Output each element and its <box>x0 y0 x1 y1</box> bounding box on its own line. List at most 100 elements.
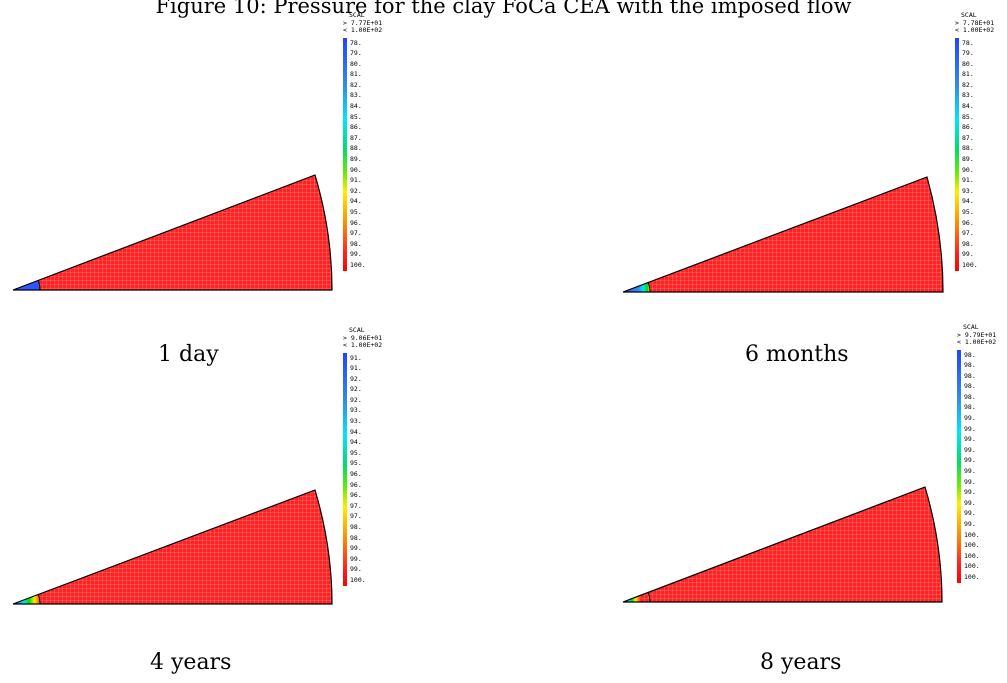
legend-tick: 94. <box>350 427 362 436</box>
legend-tick: 92. <box>350 374 362 383</box>
legend-colorbar <box>955 37 959 271</box>
legend-tick: 100. <box>350 260 366 269</box>
legend-tick: 90. <box>962 165 974 174</box>
legend-tick: 96. <box>350 218 362 227</box>
color-legend: SCAL > 9.79E+01 < 1.00E+02 98. 98. 98. 9… <box>957 323 997 585</box>
legend-tick: 94. <box>962 197 974 206</box>
legend-tick: 84. <box>350 102 362 111</box>
legend-tick: 96. <box>350 480 362 489</box>
legend-tick: 88. <box>962 144 974 153</box>
legend-tick: 91. <box>350 176 362 185</box>
legend-tick: 98. <box>350 239 362 248</box>
legend-title: SCAL <box>963 323 979 331</box>
legend-tick: 80. <box>962 59 974 68</box>
legend-tick: 86. <box>350 123 362 132</box>
legend-min: < 1.00E+02 <box>955 26 995 34</box>
legend-tick: 99. <box>962 250 974 259</box>
legend-tick: 84. <box>962 102 974 111</box>
legend-ticks: 98. 98. 98. 98. 98. 98. 99. 99. 99. 99. … <box>964 350 980 583</box>
legend-tick: 98. <box>964 350 976 359</box>
legend-tick: 99. <box>964 445 976 454</box>
legend-min: < 1.00E+02 <box>957 338 997 346</box>
legend-tick: 81. <box>350 70 362 79</box>
legend-tick: 89. <box>350 155 362 164</box>
legend-tick: 98. <box>964 392 976 401</box>
legend-tick: 99. <box>964 520 976 528</box>
legend-tick: 97. <box>962 229 974 238</box>
legend-min: < 1.00E+02 <box>343 341 383 349</box>
legend-tick: 94. <box>350 438 362 447</box>
color-legend: SCAL > 9.06E+01 < 1.00E+02 91. 91. 92. 9… <box>343 326 383 588</box>
legend-tick: 96. <box>350 470 362 479</box>
panel-label-1-day: 1 day <box>158 342 219 367</box>
legend-tick: 99. <box>350 565 362 574</box>
legend-tick: 95. <box>350 208 362 216</box>
legend-tick: 82. <box>962 80 974 89</box>
legend-tick: 85. <box>350 112 362 121</box>
legend-title: SCAL <box>349 326 365 334</box>
legend-ticks: 78. 79. 80. 81. 82. 83. 84. 85. 86. 87. … <box>350 38 366 271</box>
legend-tick: 98. <box>350 533 362 542</box>
legend-tick: 86. <box>962 123 974 132</box>
legend-tick: 79. <box>962 49 974 58</box>
wedge-mesh <box>13 175 332 290</box>
wedge-plot <box>622 486 943 603</box>
wedge-outline <box>622 176 944 293</box>
legend-tick: 99. <box>964 498 976 507</box>
legend-tick: 91. <box>350 364 362 373</box>
legend-tick: 96. <box>962 218 974 227</box>
legend-colorbar <box>343 37 347 271</box>
panel-6-months: SCAL > 7.78E+01 < 1.00E+02 78. 79. 80. 8… <box>620 11 1007 340</box>
color-legend: SCAL > 7.78E+01 < 1.00E+02 78. 79. 80. 8… <box>955 11 995 273</box>
legend-tick: 95. <box>962 208 974 216</box>
legend-tick: 97. <box>350 229 362 238</box>
legend-tick: 87. <box>350 133 362 142</box>
legend-ticks: 91. 91. 92. 92. 92. 93. 93. 94. 94. 95. … <box>350 353 366 586</box>
figure-caption: Figure 10: Pressure for the clay FoCa CE… <box>155 0 852 18</box>
legend-tick: 88. <box>350 144 362 153</box>
wedge-mesh <box>13 490 332 604</box>
legend-tick: 95. <box>350 459 362 468</box>
legend-tick: 83. <box>350 91 362 100</box>
panel-label-6-months: 6 months <box>745 342 849 367</box>
legend-tick: 100. <box>350 575 366 584</box>
legend-tick: 85. <box>962 112 974 121</box>
panel-4-years: SCAL > 9.06E+01 < 1.00E+02 91. 91. 92. 9… <box>10 326 430 652</box>
legend-tick: 99. <box>964 456 976 465</box>
legend-tick: 96. <box>350 491 362 500</box>
legend-tick: 97. <box>350 501 362 510</box>
legend-tick: 80. <box>350 59 362 68</box>
legend-tick: 99. <box>350 544 362 553</box>
panel-1-day: SCAL > 7.77E+01 < 1.00E+02 78. 79. 80. 8… <box>10 11 430 336</box>
wedge-plot <box>12 489 333 605</box>
legend-tick: 100. <box>964 572 980 581</box>
legend-tick: 82. <box>350 80 362 89</box>
legend-tick: 99. <box>350 250 362 259</box>
legend-tick: 100. <box>964 530 980 539</box>
legend-tick: 99. <box>964 414 976 423</box>
panel-8-years: SCAL > 9.79E+01 < 1.00E+02 98. 98. 98. 9… <box>620 323 1007 650</box>
legend-tick: 100. <box>962 260 978 269</box>
legend-title: SCAL <box>961 11 977 19</box>
legend-tick: 93. <box>350 417 362 426</box>
legend-tick: 90. <box>350 165 362 174</box>
legend-colorbar <box>957 349 961 583</box>
legend-tick: 98. <box>964 382 976 391</box>
legend-tick: 91. <box>350 353 362 362</box>
legend-tick: 81. <box>962 70 974 79</box>
legend-tick: 92. <box>350 186 362 195</box>
legend-ticks: 78. 79. 80. 81. 82. 83. 84. 85. 86. 87. … <box>962 38 978 271</box>
legend-tick: 99. <box>964 509 976 518</box>
wedge-plot <box>622 176 944 293</box>
legend-tick: 98. <box>962 239 974 248</box>
legend-tick: 98. <box>964 361 976 370</box>
panel-label-8-years: 8 years <box>760 650 842 675</box>
legend-tick: 99. <box>964 424 976 433</box>
legend-tick: 99. <box>964 435 976 444</box>
legend-tick: 98. <box>964 371 976 380</box>
legend-tick: 98. <box>964 403 976 412</box>
legend-tick: 98. <box>350 523 362 531</box>
legend-tick: 99. <box>350 554 362 563</box>
legend-tick: 78. <box>350 38 362 47</box>
legend-tick: 97. <box>350 512 362 521</box>
